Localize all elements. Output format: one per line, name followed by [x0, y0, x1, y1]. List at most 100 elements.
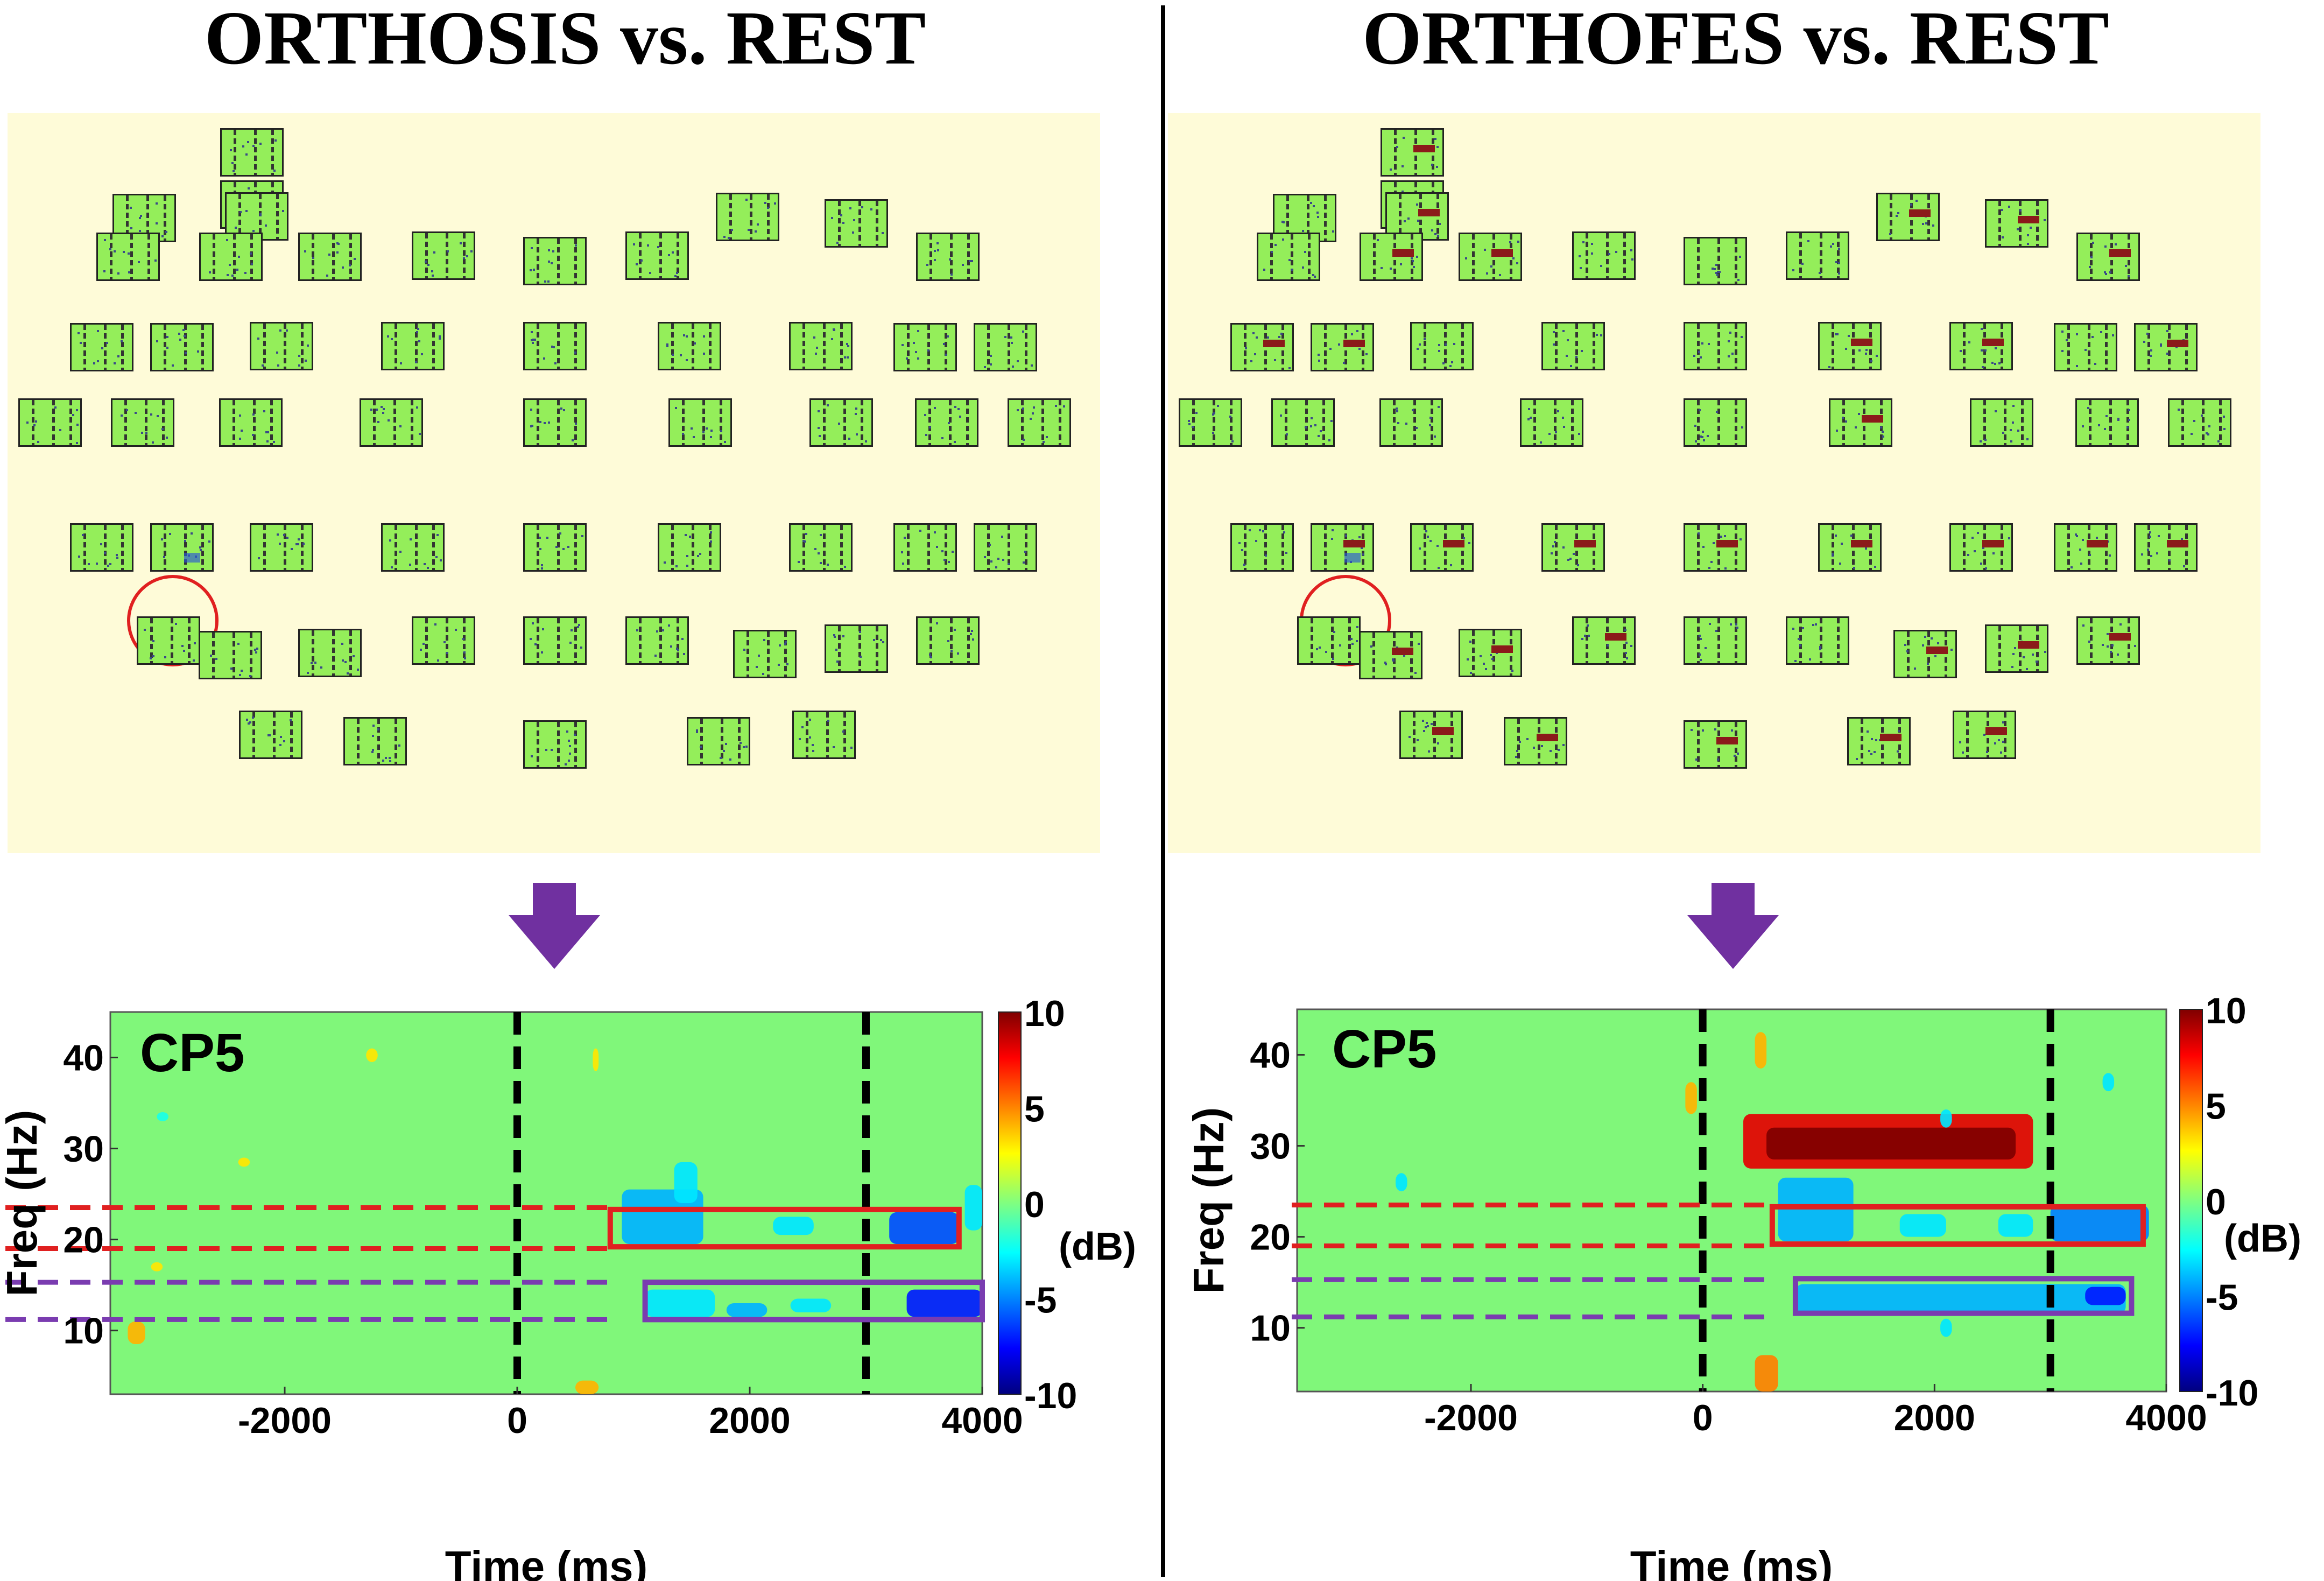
activity-speck	[1802, 627, 1804, 629]
activity-speck	[1259, 529, 1261, 531]
event-marker-line	[1285, 400, 1287, 445]
activity-speck	[827, 720, 829, 722]
event-marker-line	[411, 400, 413, 445]
electrode-tile	[716, 193, 779, 241]
activity-speck	[693, 436, 695, 438]
activity-speck	[1986, 751, 1988, 753]
event-marker-line	[1264, 525, 1267, 570]
activity-speck	[252, 434, 254, 436]
electrode-tile	[1379, 398, 1443, 447]
event-marker-line	[1890, 194, 1892, 240]
electrode-tile	[1684, 720, 1747, 769]
activity-speck	[685, 534, 687, 536]
activity-speck	[2206, 432, 2208, 434]
activity-speck	[865, 440, 867, 442]
activity-speck	[298, 364, 300, 367]
activity-speck	[640, 259, 643, 262]
activity-speck	[774, 202, 776, 205]
activity-speck	[2094, 363, 2096, 365]
activity-speck	[812, 744, 814, 746]
y-tick-label: 30	[1250, 1126, 1291, 1167]
activity-speck	[1702, 546, 1705, 548]
activity-speck	[2002, 236, 2004, 238]
activity-speck	[943, 343, 945, 345]
activity-speck	[1950, 649, 1953, 651]
activity-speck	[804, 540, 806, 543]
activity-speck	[209, 271, 211, 273]
event-marker-line	[1413, 400, 1416, 445]
event-marker-line	[395, 719, 397, 764]
activity-speck	[568, 760, 570, 762]
event-marker-line	[1308, 234, 1311, 279]
activity-speck	[279, 329, 281, 332]
activity-speck	[420, 649, 422, 651]
event-marker-line	[393, 400, 396, 445]
activity-speck	[904, 537, 906, 539]
event-marker-line	[1344, 325, 1347, 370]
activity-speck	[934, 407, 936, 409]
y-axis-label: Freq (Hz)	[1185, 1107, 1233, 1294]
activity-speck	[135, 412, 137, 414]
activity-speck	[1714, 268, 1716, 270]
event-marker-line	[213, 234, 215, 279]
beta-synchronization-mark	[1982, 339, 2004, 346]
ersp-blob	[906, 1289, 982, 1317]
activity-speck	[1063, 405, 1065, 407]
activity-speck	[372, 735, 374, 737]
activity-speck	[571, 629, 573, 631]
activity-speck	[1699, 635, 1701, 637]
activity-speck	[2027, 234, 2029, 236]
electrode-tile	[250, 523, 313, 572]
activity-speck	[1591, 252, 1593, 255]
activity-speck	[464, 657, 466, 659]
activity-speck	[436, 534, 439, 536]
activity-speck	[257, 338, 259, 340]
activity-speck	[104, 239, 106, 241]
activity-speck	[668, 624, 670, 627]
activity-speck	[1977, 532, 1979, 534]
ersp-blob	[964, 1185, 982, 1231]
activity-speck	[544, 280, 546, 283]
beta-synchronization-mark	[1491, 645, 1513, 653]
activity-speck	[1255, 540, 1257, 542]
activity-speck	[2104, 271, 2106, 273]
activity-speck	[273, 170, 276, 172]
activity-speck	[971, 260, 973, 262]
activity-speck	[1285, 552, 1287, 554]
activity-speck	[1429, 540, 1432, 542]
activity-speck	[1288, 367, 1291, 369]
event-marker-line	[639, 233, 642, 278]
event-marker-line	[432, 525, 435, 570]
activity-speck	[354, 258, 356, 260]
event-marker-line	[574, 324, 577, 369]
activity-speck	[2098, 424, 2100, 426]
event-marker-line	[164, 525, 166, 570]
activity-speck	[1304, 251, 1306, 253]
activity-speck	[1385, 663, 1387, 665]
activity-speck	[370, 409, 372, 411]
colorbar-tick-label: 10	[2206, 990, 2246, 1031]
ersp-blob	[1766, 1127, 2016, 1160]
event-marker-line	[1510, 630, 1512, 676]
activity-speck	[1838, 272, 1840, 275]
y-tick-label: 40	[1250, 1035, 1291, 1076]
activity-speck	[2217, 440, 2220, 442]
beta-synchronization-mark	[1418, 209, 1440, 216]
event-marker-line	[1041, 400, 1044, 445]
activity-speck	[199, 546, 201, 549]
activity-speck	[427, 264, 429, 266]
event-marker-line	[692, 324, 694, 369]
ersp-blob	[2050, 1205, 2149, 1242]
activity-speck	[1700, 356, 1702, 359]
left-scalp-topography	[8, 113, 1100, 853]
electrode-tile	[1876, 193, 1940, 241]
activity-speck	[1982, 547, 1984, 549]
ersp-blob	[575, 1380, 599, 1394]
ersp-blob	[674, 1162, 698, 1203]
event-marker-line	[927, 525, 930, 570]
activity-speck	[239, 414, 241, 417]
activity-speck	[1875, 739, 1877, 741]
activity-speck	[455, 629, 457, 631]
activity-speck	[672, 354, 674, 356]
activity-speck	[957, 652, 959, 655]
